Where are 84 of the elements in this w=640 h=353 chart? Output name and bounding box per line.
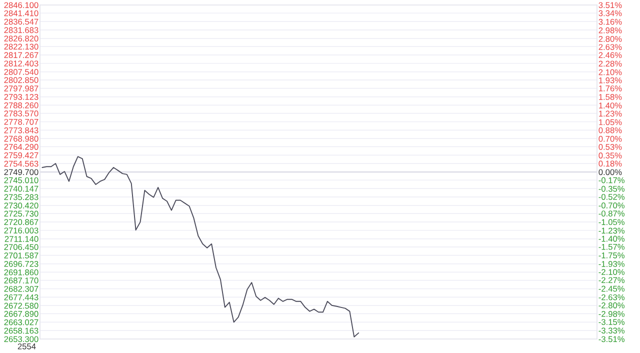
y2-tick-label: -2.27% — [598, 277, 624, 284]
y2-tick-label: -2.98% — [598, 310, 624, 317]
y2-tick-label: -2.63% — [598, 294, 624, 300]
y-tick-label: 2822.130 — [4, 44, 38, 50]
y2-tick-label: 2.28% — [598, 60, 622, 67]
y-tick-label: 2793.123 — [4, 94, 38, 100]
y2-tick-label: 1.76% — [599, 85, 622, 92]
y-tick-label: 2817.267 — [4, 52, 38, 58]
y2-tick-label: -2.10% — [598, 269, 624, 276]
y2-tick-label: -3.51% — [598, 336, 624, 342]
y2-tick-label: 1.05% — [599, 119, 622, 126]
y-tick-label: 2735.283 — [4, 194, 38, 200]
y-tick-label: 2812.403 — [4, 60, 38, 66]
y-tick-label: 2716.003 — [4, 228, 38, 234]
y-tick-label: 2663.027 — [4, 319, 38, 326]
y2-tick-label: 1.93% — [599, 77, 622, 84]
y2-tick-label: -1.23% — [598, 228, 624, 234]
y2-tick-label: 2.46% — [598, 52, 622, 58]
y2-tick-label: 0.53% — [598, 144, 622, 150]
y-tick-label: 2783.570 — [4, 110, 38, 116]
y2-tick-label: -2.45% — [598, 286, 624, 292]
y-tick-label: 2677.443 — [4, 294, 38, 300]
y-tick-label: 2826.820 — [4, 36, 38, 42]
y2-tick-label: -1.40% — [598, 236, 624, 242]
y-tick-label: 2745.010 — [4, 177, 38, 184]
y2-tick-label: -0.70% — [598, 202, 624, 208]
y2-tick-label: -1.75% — [598, 252, 624, 258]
y2-tick-label: 2.98% — [598, 27, 622, 34]
y-tick-label: 2807.540 — [4, 69, 38, 75]
y2-tick-label: 2.10% — [598, 69, 622, 76]
y-tick-label: 2759.427 — [4, 152, 38, 158]
y-tick-label: 2754.563 — [4, 160, 38, 167]
y2-tick-label: 3.34% — [598, 10, 622, 16]
y2-tick-label: -0.52% — [598, 194, 624, 200]
y2-tick-label: 0.00% — [598, 169, 622, 176]
y-tick-label: 2788.260 — [4, 102, 38, 108]
y2-tick-label: -3.33% — [598, 328, 624, 334]
y-tick-label: 2802.850 — [4, 77, 38, 84]
y-tick-label: 2711.140 — [4, 236, 38, 242]
y2-tick-label: 1.23% — [599, 110, 622, 117]
y-tick-label: 2740.147 — [4, 186, 38, 192]
y2-tick-label: 0.88% — [598, 127, 622, 134]
y-tick-label: 2653.300 — [4, 336, 38, 342]
line-series — [42, 156, 360, 338]
y2-tick-label: -0.35% — [598, 186, 624, 192]
y-tick-label: 2749.700 — [4, 169, 38, 176]
y2-tick-label: 2.63% — [598, 44, 622, 50]
y-tick-label: 2841.410 — [4, 10, 38, 16]
y-tick-label: 2667.890 — [4, 310, 38, 317]
y-tick-label: 2696.723 — [4, 260, 38, 267]
y-tick-label: 2764.290 — [4, 144, 38, 150]
y-tick-label: 2773.843 — [4, 127, 38, 134]
y-tick-label: 2672.580 — [4, 302, 38, 309]
text: 2554 — [18, 343, 36, 350]
y-tick-label: 2720.867 — [4, 219, 38, 226]
y2-tick-label: 0.35% — [598, 152, 622, 158]
y2-tick-label: 2.80% — [598, 36, 622, 42]
y2-tick-label: -1.93% — [598, 261, 624, 267]
y2-tick-label: 0.70% — [598, 136, 622, 142]
y2-tick-label: 0.18% — [598, 160, 622, 167]
y2-tick-label: -0.87% — [598, 210, 624, 216]
y-tick-label: 2725.730 — [4, 210, 38, 217]
y2-tick-label: 3.16% — [598, 18, 622, 25]
y-tick-label: 2701.587 — [4, 252, 38, 258]
y-tick-label: 2836.547 — [4, 18, 38, 25]
y-tick-label: 2687.170 — [4, 278, 38, 284]
y2-tick-label: -1.57% — [598, 244, 624, 250]
y-tick-label: 2658.163 — [4, 328, 38, 334]
y-tick-label: 2778.707 — [4, 118, 38, 125]
y2-tick-label: -1.05% — [598, 219, 624, 226]
y-tick-label: 2846.100 — [4, 2, 38, 8]
y2-tick-label: 1.40% — [599, 102, 622, 108]
y-tick-label: 2730.420 — [4, 202, 38, 208]
y2-tick-label: -2.80% — [598, 302, 624, 308]
y2-tick-label: 3.51% — [598, 2, 622, 8]
y-tick-label: 2691.860 — [4, 269, 38, 276]
y-tick-label: 2797.987 — [4, 86, 38, 92]
y-tick-label: 2706.450 — [4, 244, 38, 250]
y2-tick-label: -0.17% — [598, 177, 624, 184]
y-tick-label: 2831.683 — [4, 27, 38, 34]
y2-tick-label: 1.58% — [599, 94, 622, 100]
y-tick-label: 2682.307 — [4, 286, 38, 292]
y2-tick-label: -3.15% — [598, 319, 624, 325]
y-tick-label: 2768.980 — [4, 136, 38, 142]
